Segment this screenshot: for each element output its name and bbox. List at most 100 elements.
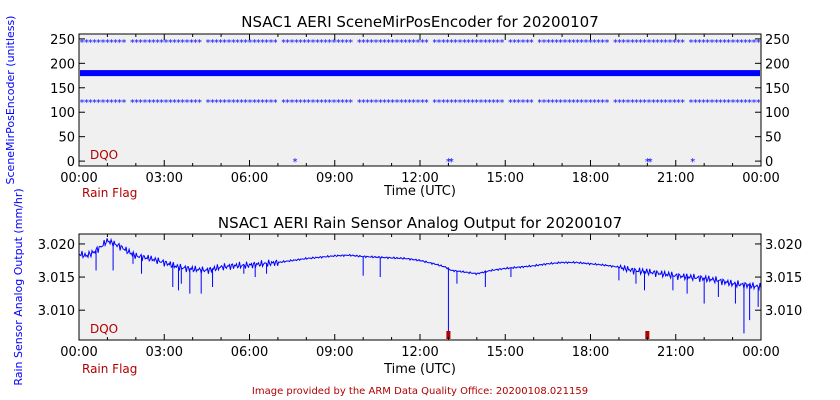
data-point: * (668, 98, 673, 108)
data-point: * (718, 98, 723, 108)
data-point: * (718, 38, 723, 48)
data-point: * (80, 38, 85, 48)
data-point: * (235, 98, 240, 108)
y-tick-label-left: 3.010 (38, 304, 75, 319)
chart-title-1: NSAC1 AERI SceneMirPosEncoder for 202001… (241, 13, 599, 31)
data-point: * (739, 38, 744, 48)
data-point: * (500, 38, 505, 48)
data-point: * (722, 98, 727, 108)
data-point: * (605, 38, 610, 48)
data-point: * (680, 38, 685, 48)
data-point: * (588, 98, 593, 108)
data-point: * (248, 98, 253, 108)
data-point: * (105, 98, 110, 108)
x-tick-label: 18:00 (572, 171, 609, 186)
data-point: * (164, 98, 169, 108)
x-tick-label: 06:00 (231, 171, 268, 186)
data-point: * (84, 98, 89, 108)
data-point: * (130, 38, 135, 48)
data-point: * (176, 98, 181, 108)
y-tick-label-right: 50 (765, 131, 782, 146)
data-point: * (395, 38, 400, 48)
data-point: * (365, 98, 370, 108)
data-point: * (109, 98, 114, 108)
y-tick-label-right: 150 (765, 82, 790, 97)
data-point: * (294, 38, 299, 48)
data-point: * (403, 38, 408, 48)
data-point: * (260, 38, 265, 48)
data-point: * (437, 38, 442, 48)
x-tick-label: 00:00 (60, 171, 97, 186)
data-point: * (743, 98, 748, 108)
data-point: * (672, 98, 677, 108)
data-point: * (151, 38, 156, 48)
data-point: * (554, 98, 559, 108)
data-point: * (252, 38, 257, 48)
y-tick-label-right: 3.020 (765, 238, 802, 253)
data-point: * (567, 38, 572, 48)
data-point: * (151, 98, 156, 108)
data-point: * (651, 98, 656, 108)
data-point: * (647, 98, 652, 108)
data-point: * (97, 98, 102, 108)
x-tick-label: 03:00 (146, 345, 183, 360)
data-point: * (361, 38, 366, 48)
data-point: * (181, 98, 186, 108)
data-point: * (168, 98, 173, 108)
data-point: * (500, 98, 505, 108)
data-point: * (550, 38, 555, 48)
isolated-point: * (446, 157, 451, 168)
data-point: * (445, 38, 450, 48)
data-point: * (521, 38, 526, 48)
data-point: * (286, 38, 291, 48)
data-point: * (538, 98, 543, 108)
x-tick-label: 09:00 (316, 171, 353, 186)
data-point: * (592, 38, 597, 48)
data-point: * (290, 38, 295, 48)
data-point: * (344, 98, 349, 108)
data-point: * (319, 38, 324, 48)
data-point: * (370, 38, 375, 48)
data-point: * (601, 38, 606, 48)
data-point: * (622, 98, 627, 108)
y-tick-label-right: 200 (765, 57, 790, 72)
data-point: * (521, 98, 526, 108)
data-point: * (172, 98, 177, 108)
data-point: * (88, 38, 93, 48)
data-point: * (206, 38, 211, 48)
data-point: * (265, 98, 270, 108)
y-tick-label-left: 0 (67, 155, 75, 170)
data-point: * (281, 38, 286, 48)
rain-sensor-data (78, 237, 762, 339)
y-axis-label-1: SceneMirPosEncoder (unitless) (4, 16, 17, 185)
data-point: * (424, 98, 429, 108)
data-point: * (185, 38, 190, 48)
data-point: * (391, 98, 396, 108)
data-point: * (756, 38, 761, 48)
data-point: * (412, 98, 417, 108)
data-point: * (441, 38, 446, 48)
series-stars-122: * * * * * * * * * * * * * * * * * * * * * * * * * * * * * * * * * * * * * * * *… (80, 98, 761, 108)
data-point: * (575, 38, 580, 48)
data-point: * (395, 98, 400, 108)
data-point: * (357, 38, 362, 48)
data-point: * (462, 98, 467, 108)
data-point: * (88, 98, 93, 108)
x-axis-label-2: Time (UTC) (383, 362, 456, 377)
data-point: * (143, 98, 148, 108)
data-point: * (630, 98, 635, 108)
data-point: * (605, 98, 610, 108)
data-point: * (227, 98, 232, 108)
data-point: * (118, 38, 123, 48)
data-point: * (470, 98, 475, 108)
data-point: * (638, 38, 643, 48)
data-point: * (449, 98, 454, 108)
data-point: * (756, 98, 761, 108)
y-tick-label-left: 3.015 (38, 271, 75, 286)
data-point: * (113, 38, 118, 48)
data-point: * (630, 38, 635, 48)
x-tick-label: 18:00 (572, 345, 609, 360)
data-point: * (714, 98, 719, 108)
data-point: * (252, 98, 257, 108)
